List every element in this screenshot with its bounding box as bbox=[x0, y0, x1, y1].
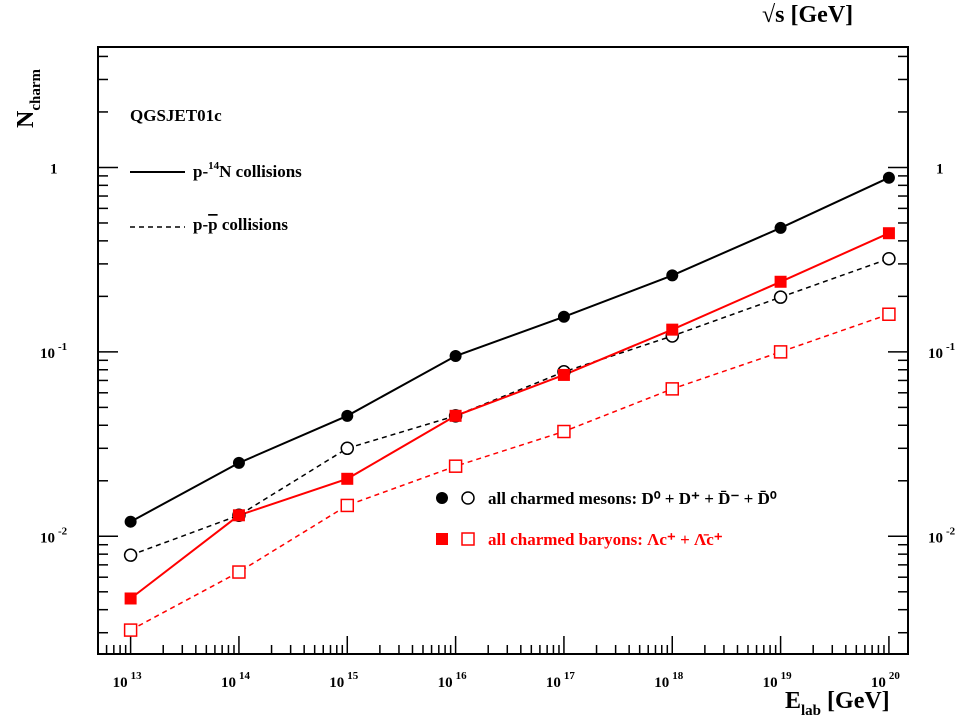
data-point-baryons_pp bbox=[557, 424, 571, 439]
x-tick-label-bottom: 10 14 bbox=[221, 670, 251, 691]
data-point-baryons_pN bbox=[882, 227, 895, 240]
data-point-baryons_pp bbox=[773, 345, 788, 359]
series-line-mesons_pN bbox=[130, 176, 890, 523]
series-line-mesons_pp bbox=[130, 257, 890, 556]
axis-tick-labels: 1013101410151016101710181019102010210310… bbox=[40, 161, 956, 691]
x-tick-label-bottom: 10 13 bbox=[113, 670, 143, 691]
x-tick-label-bottom: 10 18 bbox=[654, 670, 684, 691]
x-tick-label-bottom: 10 19 bbox=[763, 670, 793, 691]
x-tick-label-bottom: 10 20 bbox=[871, 670, 901, 691]
data-point-baryons_pN bbox=[449, 409, 462, 422]
y-tick-label-left: 10 -1 bbox=[40, 341, 67, 362]
x-tick-label-bottom: 10 16 bbox=[438, 670, 468, 691]
y-tick-label-right: 10 -1 bbox=[928, 341, 955, 362]
legend-dashed-label: p-p collisions bbox=[193, 215, 288, 234]
legend-solid-label: p-14N collisions bbox=[193, 160, 302, 181]
marker-legend: all charmed mesons: D⁰ + D⁺ + D̄⁻ + D̄⁰ … bbox=[436, 489, 777, 549]
data-point-baryons_pp bbox=[882, 307, 896, 321]
legend-meson-label: all charmed mesons: D⁰ + D⁺ + D̄⁻ + D̄⁰ bbox=[488, 489, 777, 508]
legend-baryon-label: all charmed baryons: Λc⁺ + Λ̄c⁺ bbox=[488, 530, 723, 549]
data-point-mesons_pp bbox=[882, 251, 896, 266]
data-point-mesons_pN bbox=[882, 171, 895, 184]
series-line-baryons_pp bbox=[130, 313, 890, 631]
line-style-legend: p-14N collisions p-p collisions bbox=[130, 160, 302, 234]
data-point-mesons_pN bbox=[341, 409, 354, 422]
data-point-baryons_pN bbox=[124, 592, 137, 605]
data-point-baryons_pN bbox=[341, 472, 354, 485]
x-tick-label-bottom: 10 15 bbox=[329, 670, 359, 691]
data-point-mesons_pp bbox=[773, 290, 788, 304]
data-point-baryons_pp bbox=[448, 459, 463, 473]
data-point-baryons_pN bbox=[232, 509, 245, 522]
legend-baryon-open-marker bbox=[461, 532, 475, 546]
data-point-mesons_pN bbox=[557, 310, 570, 323]
y-tick-label-right: 1 bbox=[936, 161, 944, 177]
series-lines bbox=[129, 176, 890, 631]
series-line-baryons_pN bbox=[129, 232, 890, 600]
data-point-mesons_pN bbox=[124, 515, 137, 528]
data-point-mesons_pN bbox=[449, 349, 462, 362]
plot-frame bbox=[97, 46, 909, 655]
data-point-mesons_pN bbox=[232, 456, 245, 469]
x-axis-title: Elab [GeV] bbox=[785, 688, 890, 719]
data-point-baryons_pp bbox=[665, 382, 680, 396]
data-point-baryons_pp bbox=[123, 623, 138, 637]
data-point-baryons_pN bbox=[774, 275, 787, 288]
data-point-baryons_pN bbox=[666, 323, 679, 336]
data-point-mesons_pp bbox=[123, 548, 138, 562]
y-tick-label-right: 10 -2 bbox=[928, 525, 956, 546]
x-tick-label-bottom: 10 17 bbox=[546, 670, 576, 691]
top-axis-title: √s [GeV] bbox=[762, 2, 853, 28]
y-tick-label-left: 10 -2 bbox=[40, 525, 68, 546]
data-point-baryons_pN bbox=[557, 368, 570, 381]
data-point-mesons_pp bbox=[340, 441, 355, 456]
y-tick-label-left: 1 bbox=[50, 161, 58, 177]
data-point-baryons_pp bbox=[340, 498, 355, 513]
data-point-mesons_pN bbox=[666, 269, 679, 282]
data-point-baryons_pp bbox=[232, 565, 246, 579]
legend-meson-open-marker bbox=[461, 491, 475, 505]
legend-baryon-filled-marker bbox=[436, 533, 448, 545]
data-point-mesons_pN bbox=[774, 221, 787, 234]
model-label: QGSJET01c bbox=[130, 106, 222, 125]
legend-meson-filled-marker bbox=[436, 492, 448, 504]
axis-ticks bbox=[97, 55, 908, 654]
y-axis-title: Ncharm bbox=[13, 68, 44, 128]
series-markers bbox=[123, 171, 896, 637]
